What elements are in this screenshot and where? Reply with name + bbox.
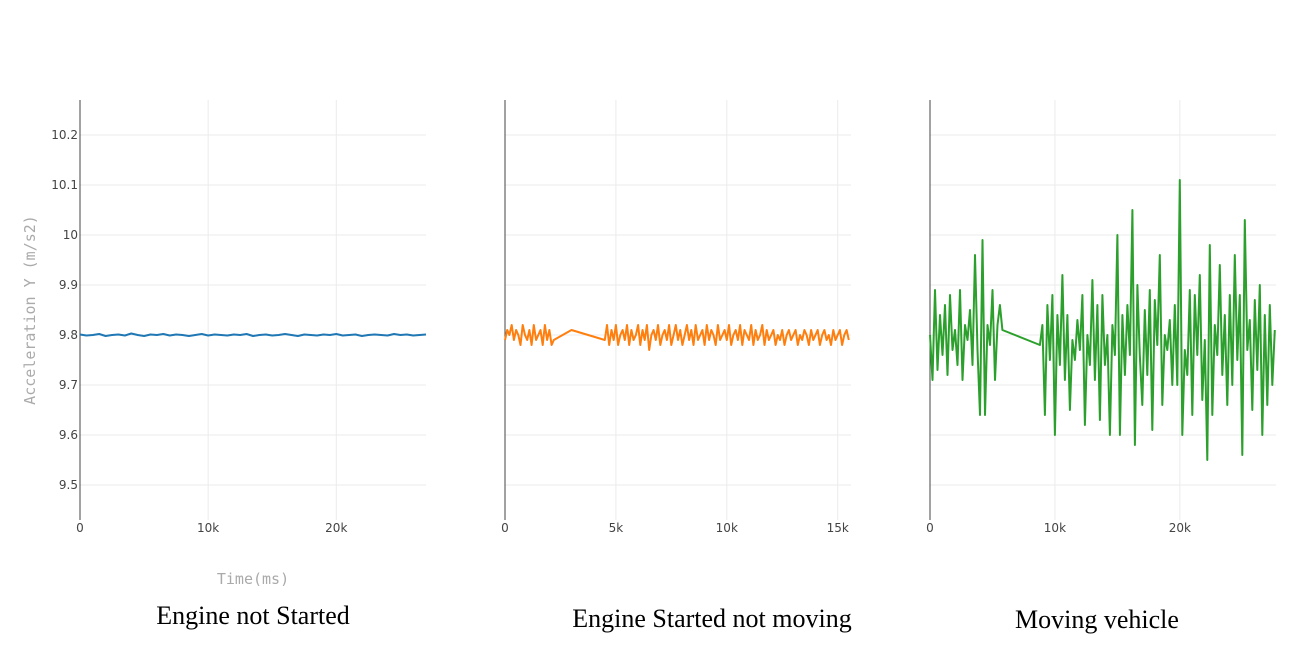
chart-caption: Engine not Started	[156, 601, 350, 630]
x-tick-label: 10k	[197, 521, 219, 535]
y-tick-label: 9.9	[59, 278, 78, 292]
x-axis-title: Time(ms)	[217, 570, 289, 588]
x-tick-label: 10k	[1044, 521, 1066, 535]
series-line	[79, 332, 427, 337]
x-tick-label: 5k	[609, 521, 624, 535]
x-tick-label: 20k	[1169, 521, 1191, 535]
y-tick-label: 9.6	[59, 428, 78, 442]
x-tick-label: 0	[501, 521, 509, 535]
x-tick-label: 0	[926, 521, 934, 535]
x-tick-label: 0	[76, 521, 84, 535]
y-tick-label: 9.5	[59, 478, 78, 492]
series-line	[929, 179, 1276, 461]
chart-caption: Moving vehicle	[1015, 605, 1179, 634]
y-tick-label: 9.7	[59, 378, 78, 392]
x-tick-label: 10k	[716, 521, 738, 535]
y-tick-label: 10	[63, 228, 78, 242]
x-tick-label: 20k	[325, 521, 347, 535]
chart-caption: Engine Started not moving	[572, 604, 851, 633]
y-tick-label: 10.1	[51, 178, 78, 192]
x-tick-label: 15k	[827, 521, 849, 535]
y-axis-title: Acceleration Y (m/s2)	[21, 215, 39, 405]
y-tick-label: 9.8	[59, 328, 78, 342]
chart-panel-moving-vehicle: 0 10k 20k Moving vehicle	[926, 100, 1276, 634]
y-tick-label: 10.2	[51, 128, 78, 142]
chart-panel-engine-started-not-moving: 0 5k 10k 15k Engine Started not moving	[501, 100, 852, 633]
chart-panel-engine-not-started: 0 10k 20k 9.5 9.6 9.7 9.8 9.9 10 10.1 10.2 Accelera…	[21, 100, 427, 630]
series-line	[504, 324, 850, 351]
